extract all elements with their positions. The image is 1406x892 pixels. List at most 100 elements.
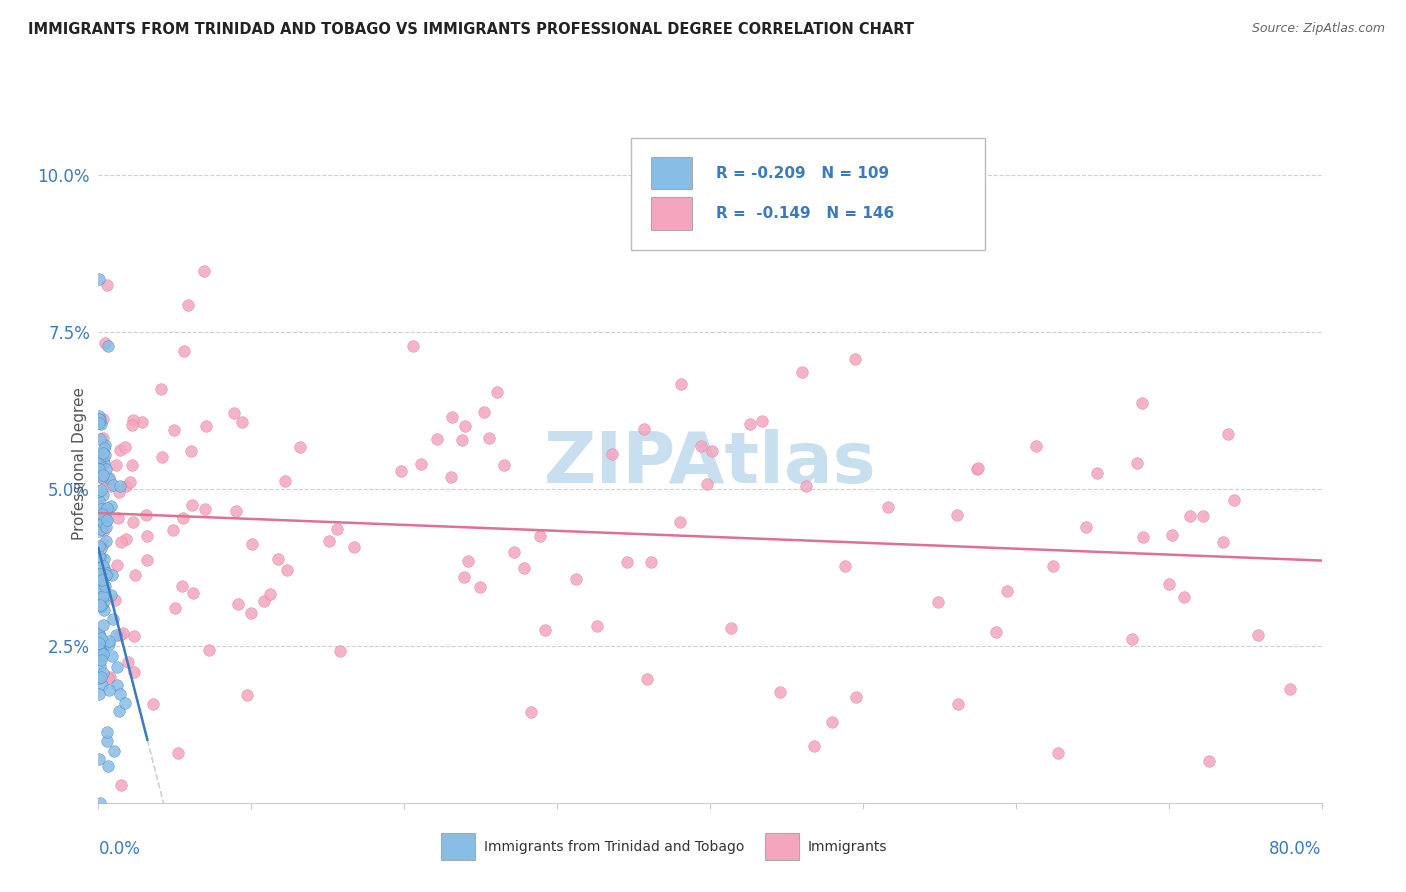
Point [89,752,111,766]
Point [821,714,844,729]
Point [96,507,118,521]
Point [966,462,988,476]
Point [1178,508,1201,523]
Point [520,705,543,719]
Point [89,643,111,657]
Point [640,556,662,570]
Point [87,590,110,604]
Point [89,412,111,426]
Point [108,687,131,701]
Point [89,572,111,586]
Text: Immigrants from Trinidad and Tobago: Immigrants from Trinidad and Tobago [484,840,744,854]
Point [485,384,508,399]
Point [90,516,112,531]
Point [98,633,121,648]
Point [131,415,153,429]
Point [565,572,588,586]
Point [267,552,290,566]
Point [1247,628,1270,642]
Point [89,659,111,673]
Point [225,504,247,518]
Point [93,523,115,537]
Point [1042,558,1064,573]
Point [453,419,475,434]
Point [97,338,120,352]
Text: IMMIGRANTS FROM TRINIDAD AND TOBAGO VS IMMIGRANTS PROFESSIONAL DEGREE CORRELATIO: IMMIGRANTS FROM TRINIDAD AND TOBAGO VS I… [28,22,914,37]
Point [389,464,412,478]
Point [91,455,114,469]
Point [91,488,114,502]
Point [107,484,129,499]
Point [111,626,134,640]
Point [669,515,692,529]
FancyBboxPatch shape [651,197,692,230]
Point [1047,747,1070,761]
Point [93,448,115,462]
Point [1191,508,1213,523]
Point [90,580,112,594]
Text: R =  -0.149   N = 146: R = -0.149 N = 146 [716,206,894,221]
Point [167,746,190,760]
Point [276,563,298,577]
Point [702,444,724,458]
Point [236,688,259,702]
Point [135,529,157,543]
Point [165,600,187,615]
Point [87,642,110,657]
Point [803,739,825,754]
Point [94,336,117,351]
Point [104,592,127,607]
Point [89,458,111,472]
FancyBboxPatch shape [765,833,800,861]
Point [90,508,112,522]
Point [1076,520,1098,534]
Point [343,540,366,554]
Point [91,678,114,692]
Point [616,555,638,569]
Text: Immigrants: Immigrants [808,840,887,854]
Point [91,472,114,486]
Point [1121,632,1143,646]
Point [91,618,114,632]
Point [91,467,114,482]
Point [100,588,122,602]
Point [87,499,110,513]
Point [87,688,110,702]
Point [1198,754,1220,768]
Point [411,457,433,471]
Point [89,516,111,530]
Point [1278,681,1301,696]
Point [142,697,165,711]
Point [97,759,120,773]
Point [193,264,215,278]
Point [90,483,112,497]
Point [478,432,501,446]
Point [135,508,157,522]
Point [90,502,112,516]
Point [173,344,195,359]
Point [194,502,217,516]
Point [90,417,112,432]
Point [492,458,515,472]
Point [115,479,138,493]
Point [93,551,115,566]
Point [107,511,129,525]
Point [117,655,139,669]
Point [89,598,111,612]
Point [966,460,988,475]
Point [87,539,110,553]
Point [91,469,114,483]
Point [995,584,1018,599]
Point [231,415,253,429]
Point [96,277,118,292]
Point [108,628,131,642]
Point [1223,493,1246,508]
Point [529,528,551,542]
Point [90,632,112,646]
Point [173,511,195,525]
Point [87,416,110,430]
Point [457,554,479,568]
Point [180,443,202,458]
Point [96,734,118,748]
Point [121,458,143,473]
